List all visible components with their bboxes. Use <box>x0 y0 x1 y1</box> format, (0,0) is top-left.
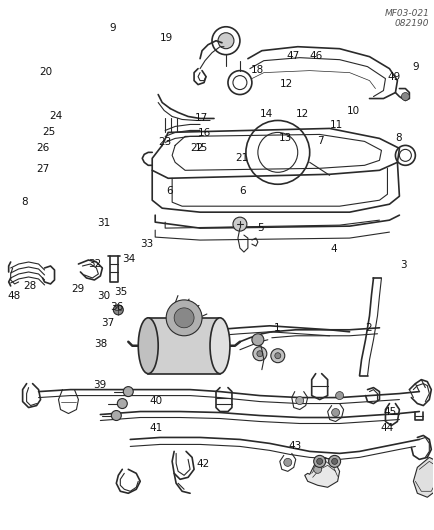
Text: 35: 35 <box>114 287 128 297</box>
Circle shape <box>332 458 338 464</box>
Text: MF03-021
082190: MF03-021 082190 <box>385 9 429 28</box>
Text: 45: 45 <box>383 407 397 417</box>
Text: 26: 26 <box>36 143 50 153</box>
Circle shape <box>193 351 207 365</box>
Circle shape <box>314 455 326 467</box>
Circle shape <box>123 386 133 396</box>
Circle shape <box>218 33 234 49</box>
Text: 19: 19 <box>160 33 173 43</box>
Text: 8: 8 <box>395 133 402 143</box>
Text: 40: 40 <box>150 396 163 407</box>
Circle shape <box>296 396 304 404</box>
Text: 4: 4 <box>331 244 337 254</box>
Text: 33: 33 <box>140 239 154 249</box>
Text: 34: 34 <box>122 254 135 263</box>
Circle shape <box>329 455 341 467</box>
Text: 30: 30 <box>97 290 110 301</box>
Text: 10: 10 <box>347 106 360 116</box>
Text: 37: 37 <box>102 318 115 328</box>
Text: 18: 18 <box>251 65 264 75</box>
Text: 9: 9 <box>110 23 116 33</box>
Text: 32: 32 <box>89 259 102 269</box>
Circle shape <box>233 217 247 231</box>
Text: 24: 24 <box>49 111 62 121</box>
Ellipse shape <box>138 318 158 374</box>
Text: 22: 22 <box>190 143 203 153</box>
Circle shape <box>169 332 178 340</box>
Circle shape <box>112 411 122 420</box>
Circle shape <box>252 334 264 346</box>
Text: 29: 29 <box>71 284 84 294</box>
Text: 14: 14 <box>260 109 273 119</box>
Text: 6: 6 <box>166 186 173 196</box>
Text: 3: 3 <box>400 260 406 270</box>
Text: 5: 5 <box>257 223 263 233</box>
Text: 17: 17 <box>195 113 208 123</box>
Circle shape <box>284 458 292 466</box>
Circle shape <box>271 349 285 363</box>
Text: 7: 7 <box>318 136 324 146</box>
Text: 2: 2 <box>365 323 372 333</box>
Text: 1: 1 <box>274 323 281 333</box>
Circle shape <box>170 333 178 341</box>
Circle shape <box>197 355 203 361</box>
Circle shape <box>317 458 322 464</box>
Circle shape <box>178 348 192 361</box>
Text: 9: 9 <box>413 62 419 72</box>
Text: 12: 12 <box>296 109 309 119</box>
Text: 16: 16 <box>198 128 211 138</box>
Text: 25: 25 <box>43 127 56 137</box>
Circle shape <box>167 331 175 339</box>
Text: 20: 20 <box>39 67 53 77</box>
Text: 6: 6 <box>240 186 246 196</box>
Text: 13: 13 <box>279 133 292 143</box>
Circle shape <box>113 305 123 315</box>
Text: 36: 36 <box>110 302 123 312</box>
Text: 23: 23 <box>158 137 172 147</box>
Circle shape <box>332 409 340 417</box>
Text: 47: 47 <box>286 51 299 61</box>
Text: 21: 21 <box>236 153 249 163</box>
Circle shape <box>401 93 409 101</box>
Text: 8: 8 <box>21 197 28 207</box>
Circle shape <box>335 392 344 400</box>
Circle shape <box>168 331 176 339</box>
Ellipse shape <box>210 318 230 374</box>
Text: 27: 27 <box>36 164 50 174</box>
Text: 42: 42 <box>197 458 210 469</box>
Circle shape <box>182 352 188 358</box>
Text: 11: 11 <box>329 120 342 130</box>
Polygon shape <box>413 457 434 497</box>
Circle shape <box>171 334 179 342</box>
Text: 49: 49 <box>388 73 401 83</box>
Text: 44: 44 <box>380 423 393 432</box>
Text: 46: 46 <box>309 51 322 61</box>
Circle shape <box>174 308 194 328</box>
Circle shape <box>314 465 322 473</box>
Circle shape <box>253 347 267 361</box>
Text: 38: 38 <box>95 339 108 349</box>
Text: 31: 31 <box>97 218 110 228</box>
Text: 48: 48 <box>7 290 20 301</box>
Text: 43: 43 <box>288 440 302 450</box>
Bar <box>148 318 220 374</box>
Polygon shape <box>305 457 340 487</box>
Text: 41: 41 <box>149 423 162 432</box>
Circle shape <box>166 300 202 336</box>
Text: 12: 12 <box>279 80 293 90</box>
Circle shape <box>257 351 263 357</box>
Text: 15: 15 <box>195 143 208 153</box>
Text: 28: 28 <box>23 281 37 291</box>
Circle shape <box>275 353 281 359</box>
Text: 39: 39 <box>93 381 106 391</box>
Circle shape <box>117 399 127 409</box>
